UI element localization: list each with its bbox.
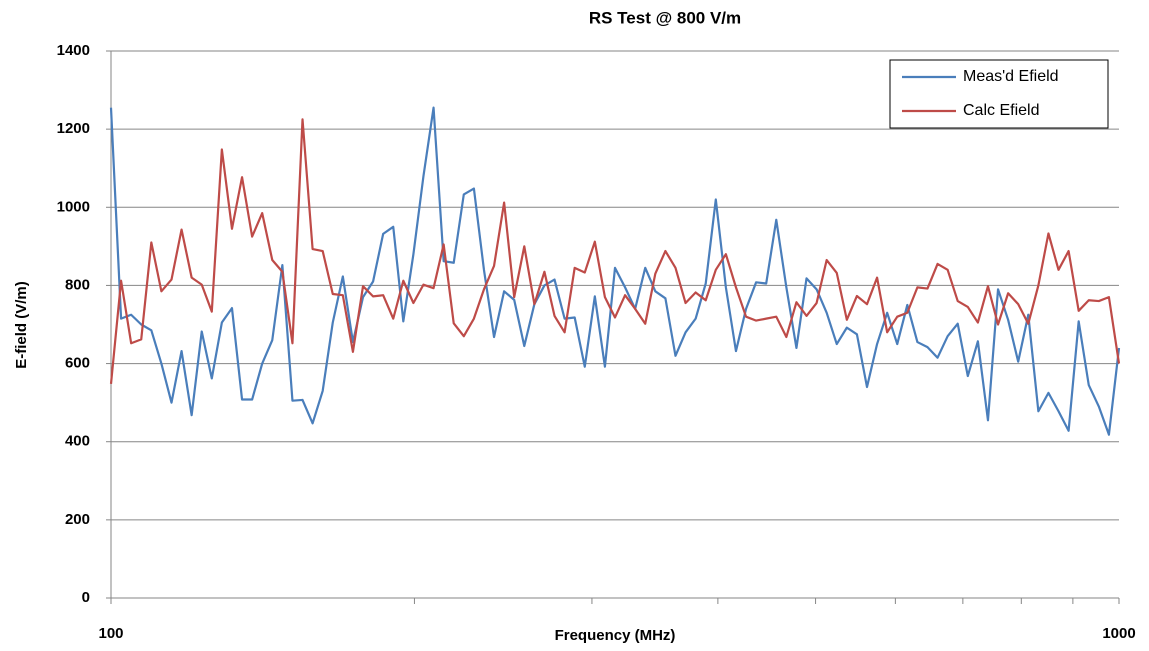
series-line: [109, 106, 1121, 436]
y-tick-label: 1400: [57, 42, 90, 59]
y-tick-label: 400: [65, 433, 90, 450]
legend-label: Meas'd Efield: [963, 68, 1059, 85]
y-axis-label: E-field (V/m): [13, 281, 30, 369]
x-axis-label: Frequency (MHz): [555, 627, 676, 644]
legend-label: Calc Efield: [963, 102, 1039, 119]
y-tick-label: 0: [82, 589, 90, 606]
y-tick-label: 1200: [57, 120, 90, 137]
y-tick-label: 600: [65, 355, 90, 372]
legend-box: [889, 59, 1109, 129]
y-tick-label: 200: [65, 511, 90, 528]
y-tick-label: 800: [65, 276, 90, 293]
chart-title: RS Test @ 800 V/m: [589, 8, 741, 27]
x-tick-label: 100: [98, 625, 123, 642]
series-line: [109, 118, 1121, 384]
y-tick-label: 1000: [57, 198, 90, 215]
x-tick-label: 1000: [1102, 625, 1135, 642]
